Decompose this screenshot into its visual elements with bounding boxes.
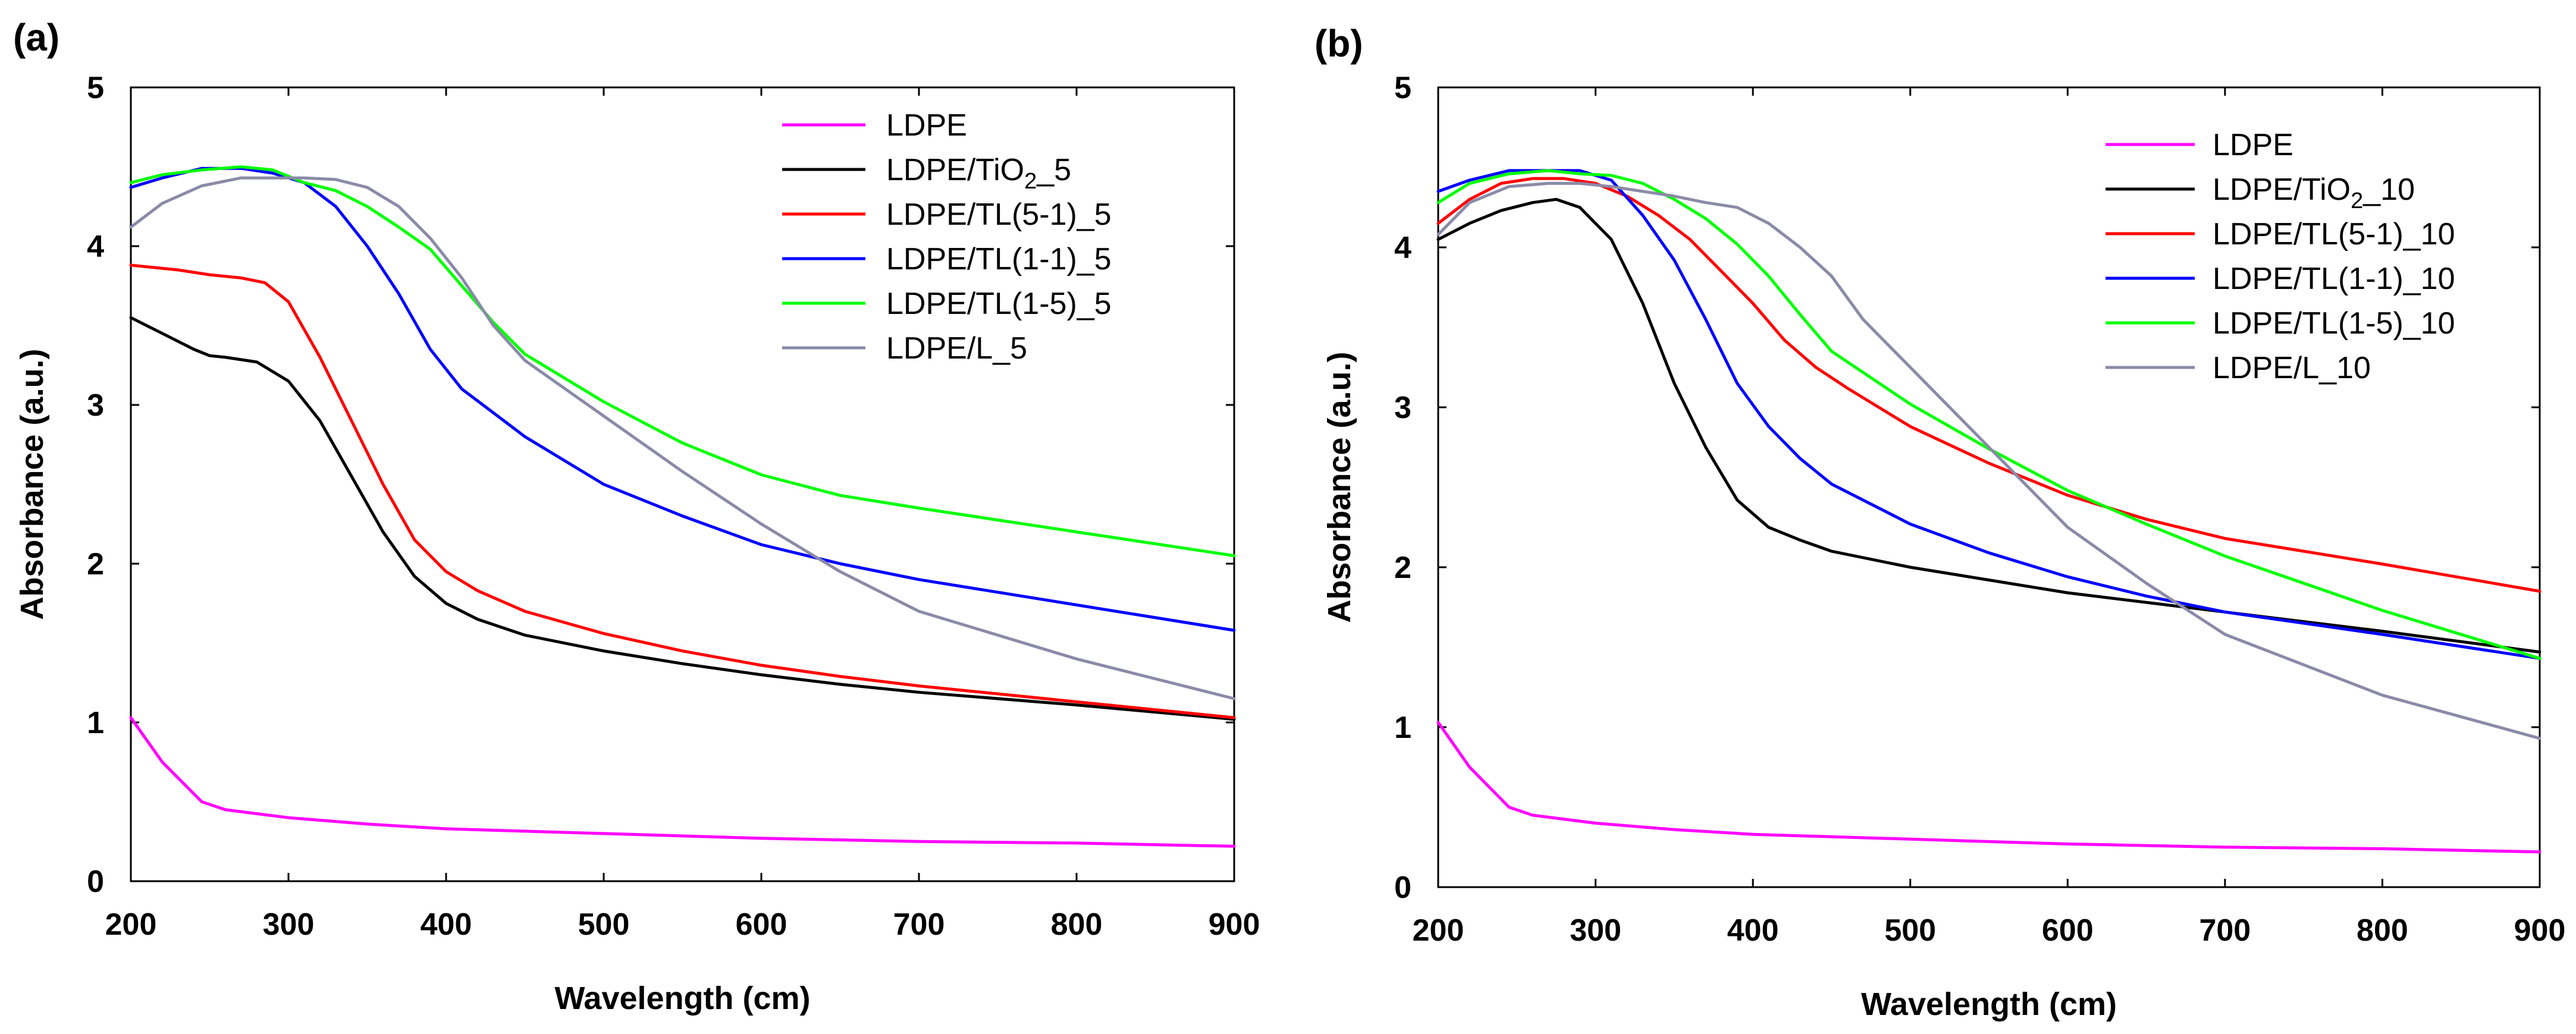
x-tick-label: 300 bbox=[1570, 913, 1621, 948]
x-tick-label: 200 bbox=[1413, 913, 1464, 948]
legend-label: LDPE/TiO2_10 bbox=[2213, 172, 2415, 213]
y-tick-label: 2 bbox=[87, 547, 104, 582]
legend-label: LDPE/L_5 bbox=[886, 331, 1027, 366]
legend-label: LDPE bbox=[2213, 128, 2293, 162]
series-line bbox=[1436, 181, 2542, 740]
legend-label: LDPE/TL(1-1)_5 bbox=[886, 242, 1112, 276]
y-tick-label: 1 bbox=[87, 706, 104, 740]
chart-panel-b: (b) 200 300 400 500 600 700 800 900 0 1 2 3 4 5 Wavelen… bbox=[1314, 22, 2565, 1022]
series-line bbox=[129, 165, 1236, 558]
legend: LDPE LDPE/TiO2_10 LDPE/TL(5-1)_10 LDPE/TL(1… bbox=[2106, 128, 2455, 385]
series-line bbox=[129, 716, 1236, 848]
y-tick-label: 3 bbox=[87, 388, 104, 423]
series-line bbox=[129, 166, 1236, 632]
legend-label: LDPE/TL(1-5)_10 bbox=[2213, 306, 2455, 341]
x-tick-label: 800 bbox=[2357, 913, 2408, 948]
series-line bbox=[1436, 721, 2542, 854]
y-axis-title: Absorbance (a.u.) bbox=[1322, 351, 1357, 623]
series-line bbox=[1436, 169, 2542, 660]
panel-label: (b) bbox=[1314, 22, 1363, 65]
legend-label: LDPE/TL(5-1)_10 bbox=[2213, 217, 2455, 252]
y-tick-label: 4 bbox=[87, 230, 104, 264]
y-tick-label: 4 bbox=[1394, 231, 1411, 265]
x-tick-label: 300 bbox=[263, 907, 315, 942]
y-tick-label: 5 bbox=[87, 71, 104, 105]
series-line bbox=[129, 316, 1236, 721]
y-tick-label: 0 bbox=[87, 865, 104, 899]
y-tick-label: 3 bbox=[1394, 391, 1411, 425]
x-tick-label: 800 bbox=[1051, 907, 1103, 942]
x-tick-label: 200 bbox=[105, 907, 157, 942]
legend-label: LDPE/TL(5-1)_5 bbox=[886, 197, 1112, 232]
y-tick-label: 2 bbox=[1394, 551, 1411, 585]
legend-label: LDPE/TL(1-1)_10 bbox=[2213, 262, 2455, 296]
legend-label: LDPE bbox=[886, 108, 967, 143]
series-line bbox=[1436, 177, 2542, 593]
chart-panel-a: (a) 200 300 400 500 600 700 800 900 0 1 2 3 4 5 Wavelen… bbox=[13, 16, 1260, 1016]
y-axis-title: Absorbance (a.u.) bbox=[14, 348, 50, 620]
plot-frame bbox=[1437, 86, 2541, 888]
x-tick-label: 900 bbox=[2514, 913, 2566, 948]
x-tick-label: 600 bbox=[736, 907, 787, 942]
x-tick-label: 700 bbox=[2199, 913, 2251, 948]
legend-label: LDPE/TiO2_5 bbox=[886, 153, 1071, 194]
x-tick-label: 500 bbox=[578, 907, 630, 942]
series-line bbox=[129, 263, 1236, 719]
panel-label: (a) bbox=[13, 16, 59, 59]
x-tick-label: 400 bbox=[1727, 913, 1779, 948]
y-tick-label: 0 bbox=[1394, 870, 1411, 905]
y-tick-label: 1 bbox=[1394, 711, 1411, 745]
x-tick-label: 500 bbox=[1884, 913, 1936, 948]
x-axis-title: Wavelength (cm) bbox=[1861, 986, 2117, 1022]
series-line bbox=[129, 176, 1236, 700]
plot-frame bbox=[130, 86, 1235, 882]
x-tick-label: 900 bbox=[1209, 907, 1260, 942]
series-line bbox=[1436, 197, 2542, 654]
y-tick-label: 5 bbox=[1394, 71, 1411, 105]
legend-label: LDPE/TL(1-5)_5 bbox=[886, 287, 1112, 321]
x-tick-label: 600 bbox=[2042, 913, 2094, 948]
x-tick-label: 400 bbox=[421, 907, 472, 942]
x-tick-label: 700 bbox=[893, 907, 945, 942]
legend-label: LDPE/L_10 bbox=[2213, 351, 2371, 385]
x-axis-title: Wavelength (cm) bbox=[554, 980, 810, 1016]
